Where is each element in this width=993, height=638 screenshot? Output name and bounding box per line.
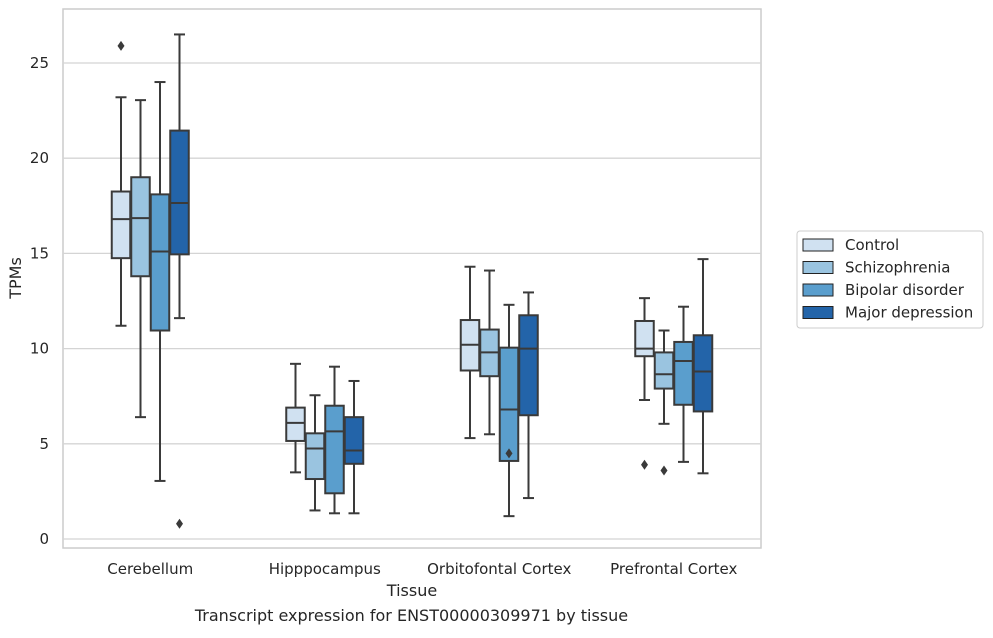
iqr-box	[653, 351, 675, 390]
box-series-group	[110, 33, 714, 529]
y-tick-label: 5	[39, 435, 49, 453]
box-1-3	[343, 379, 365, 515]
outlier-point	[505, 448, 513, 459]
box-3-3	[692, 258, 714, 475]
x-tick-labels: Cerebellum Hipppocampus Orbitofontal Corte…	[107, 560, 737, 578]
box-3-0	[634, 297, 655, 470]
y-tick-label: 10	[30, 340, 49, 358]
iqr-box	[343, 416, 365, 465]
legend-swatch	[802, 306, 834, 319]
iqr-box	[324, 404, 345, 495]
box-3-2	[673, 305, 694, 463]
iqr-box	[130, 176, 151, 278]
x-tick-label: Hipppocampus	[269, 560, 381, 578]
y-tick-label: 0	[39, 530, 49, 548]
y-tick-label: 15	[30, 244, 49, 262]
iqr-box	[304, 432, 326, 481]
iqr-box	[692, 334, 714, 413]
y-tick-labels: 0 5 10 15 20 25	[30, 54, 49, 548]
box-2-3	[518, 291, 539, 500]
iqr-box	[634, 319, 655, 358]
outlier-point	[660, 465, 668, 476]
x-tick-label: Cerebellum	[107, 560, 193, 578]
outlier-point	[176, 518, 183, 529]
iqr-box	[169, 129, 190, 256]
legend-label: Major depression	[845, 304, 973, 322]
box-3-1	[653, 329, 675, 476]
legend: Control Schizophrenia Bipolar disorder Majo…	[796, 230, 984, 329]
x-tick-label: Orbitofontal Cortex	[427, 560, 571, 578]
y-tick-label: 20	[30, 149, 49, 167]
iqr-box	[149, 193, 171, 332]
box-0-2	[149, 81, 171, 482]
iqr-box	[498, 346, 520, 462]
iqr-box	[518, 314, 539, 417]
box-1-2	[324, 365, 345, 515]
box-1-0	[285, 362, 306, 474]
legend-swatch	[802, 261, 834, 274]
iqr-box	[285, 406, 306, 442]
x-axis-title: Tissue	[386, 581, 437, 600]
legend-label: Bipolar disorder	[845, 281, 965, 299]
legend-label: Control	[845, 236, 899, 254]
iqr-box	[673, 340, 694, 406]
outlier-point	[117, 40, 125, 51]
legend-swatch	[802, 238, 834, 252]
box-0-3	[169, 33, 190, 529]
chart-caption: Transcript expression for ENST0000030997…	[194, 606, 629, 625]
y-tick-label: 25	[30, 54, 49, 72]
box-2-2	[498, 303, 520, 518]
outlier-point	[641, 459, 648, 470]
legend-frame	[796, 230, 984, 329]
legend-swatch	[802, 283, 834, 297]
iqr-box	[110, 190, 132, 260]
legend-label: Schizophrenia	[845, 259, 950, 277]
x-tick-label: Prefrontal Cortex	[610, 560, 737, 578]
y-axis-title: TPMs	[6, 257, 25, 300]
